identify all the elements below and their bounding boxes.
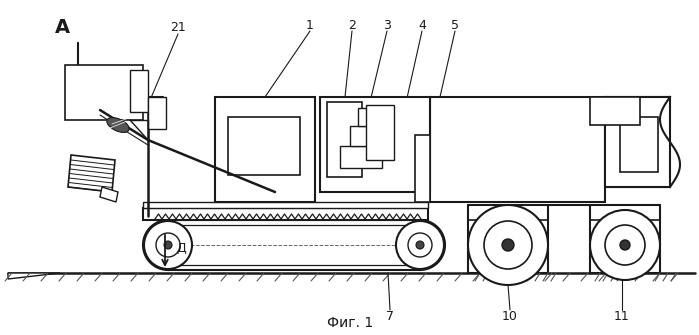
Text: 1: 1 [306,18,314,31]
Bar [143,208,428,220]
Circle shape [484,221,532,269]
Polygon shape [100,187,118,202]
Circle shape [164,241,172,249]
Bar [320,97,430,192]
Bar [430,97,605,202]
Circle shape [502,239,514,251]
Circle shape [620,240,630,250]
Bar [590,205,660,220]
Text: 5: 5 [451,18,459,31]
Bar [605,97,670,187]
Polygon shape [68,155,115,192]
Text: A: A [55,17,70,37]
Text: Д: Д [176,242,186,255]
Bar [340,146,382,168]
Circle shape [605,225,645,265]
Circle shape [408,233,432,257]
Circle shape [416,241,424,249]
Text: 2: 2 [348,18,356,31]
Bar [620,117,658,172]
Bar [143,202,428,208]
Polygon shape [8,273,60,279]
Bar [358,108,380,126]
Bar [130,70,148,112]
Text: 3: 3 [383,18,391,31]
Bar [148,97,166,129]
Bar [65,65,143,120]
Bar [350,126,380,146]
Circle shape [396,221,444,269]
Ellipse shape [107,118,129,132]
Bar [590,97,640,125]
Text: 7: 7 [386,311,394,324]
Bar [215,97,315,202]
Polygon shape [415,135,430,202]
Circle shape [156,233,180,257]
Text: 10: 10 [502,311,518,324]
Circle shape [144,221,192,269]
Bar [327,102,362,177]
Text: 4: 4 [418,18,426,31]
Circle shape [590,210,660,280]
Text: 11: 11 [614,311,630,324]
Bar [366,105,394,160]
Text: Фиг. 1: Фиг. 1 [327,316,373,330]
Bar [468,205,548,220]
Bar [228,117,300,175]
Circle shape [468,205,548,285]
Text: 21: 21 [170,20,186,34]
